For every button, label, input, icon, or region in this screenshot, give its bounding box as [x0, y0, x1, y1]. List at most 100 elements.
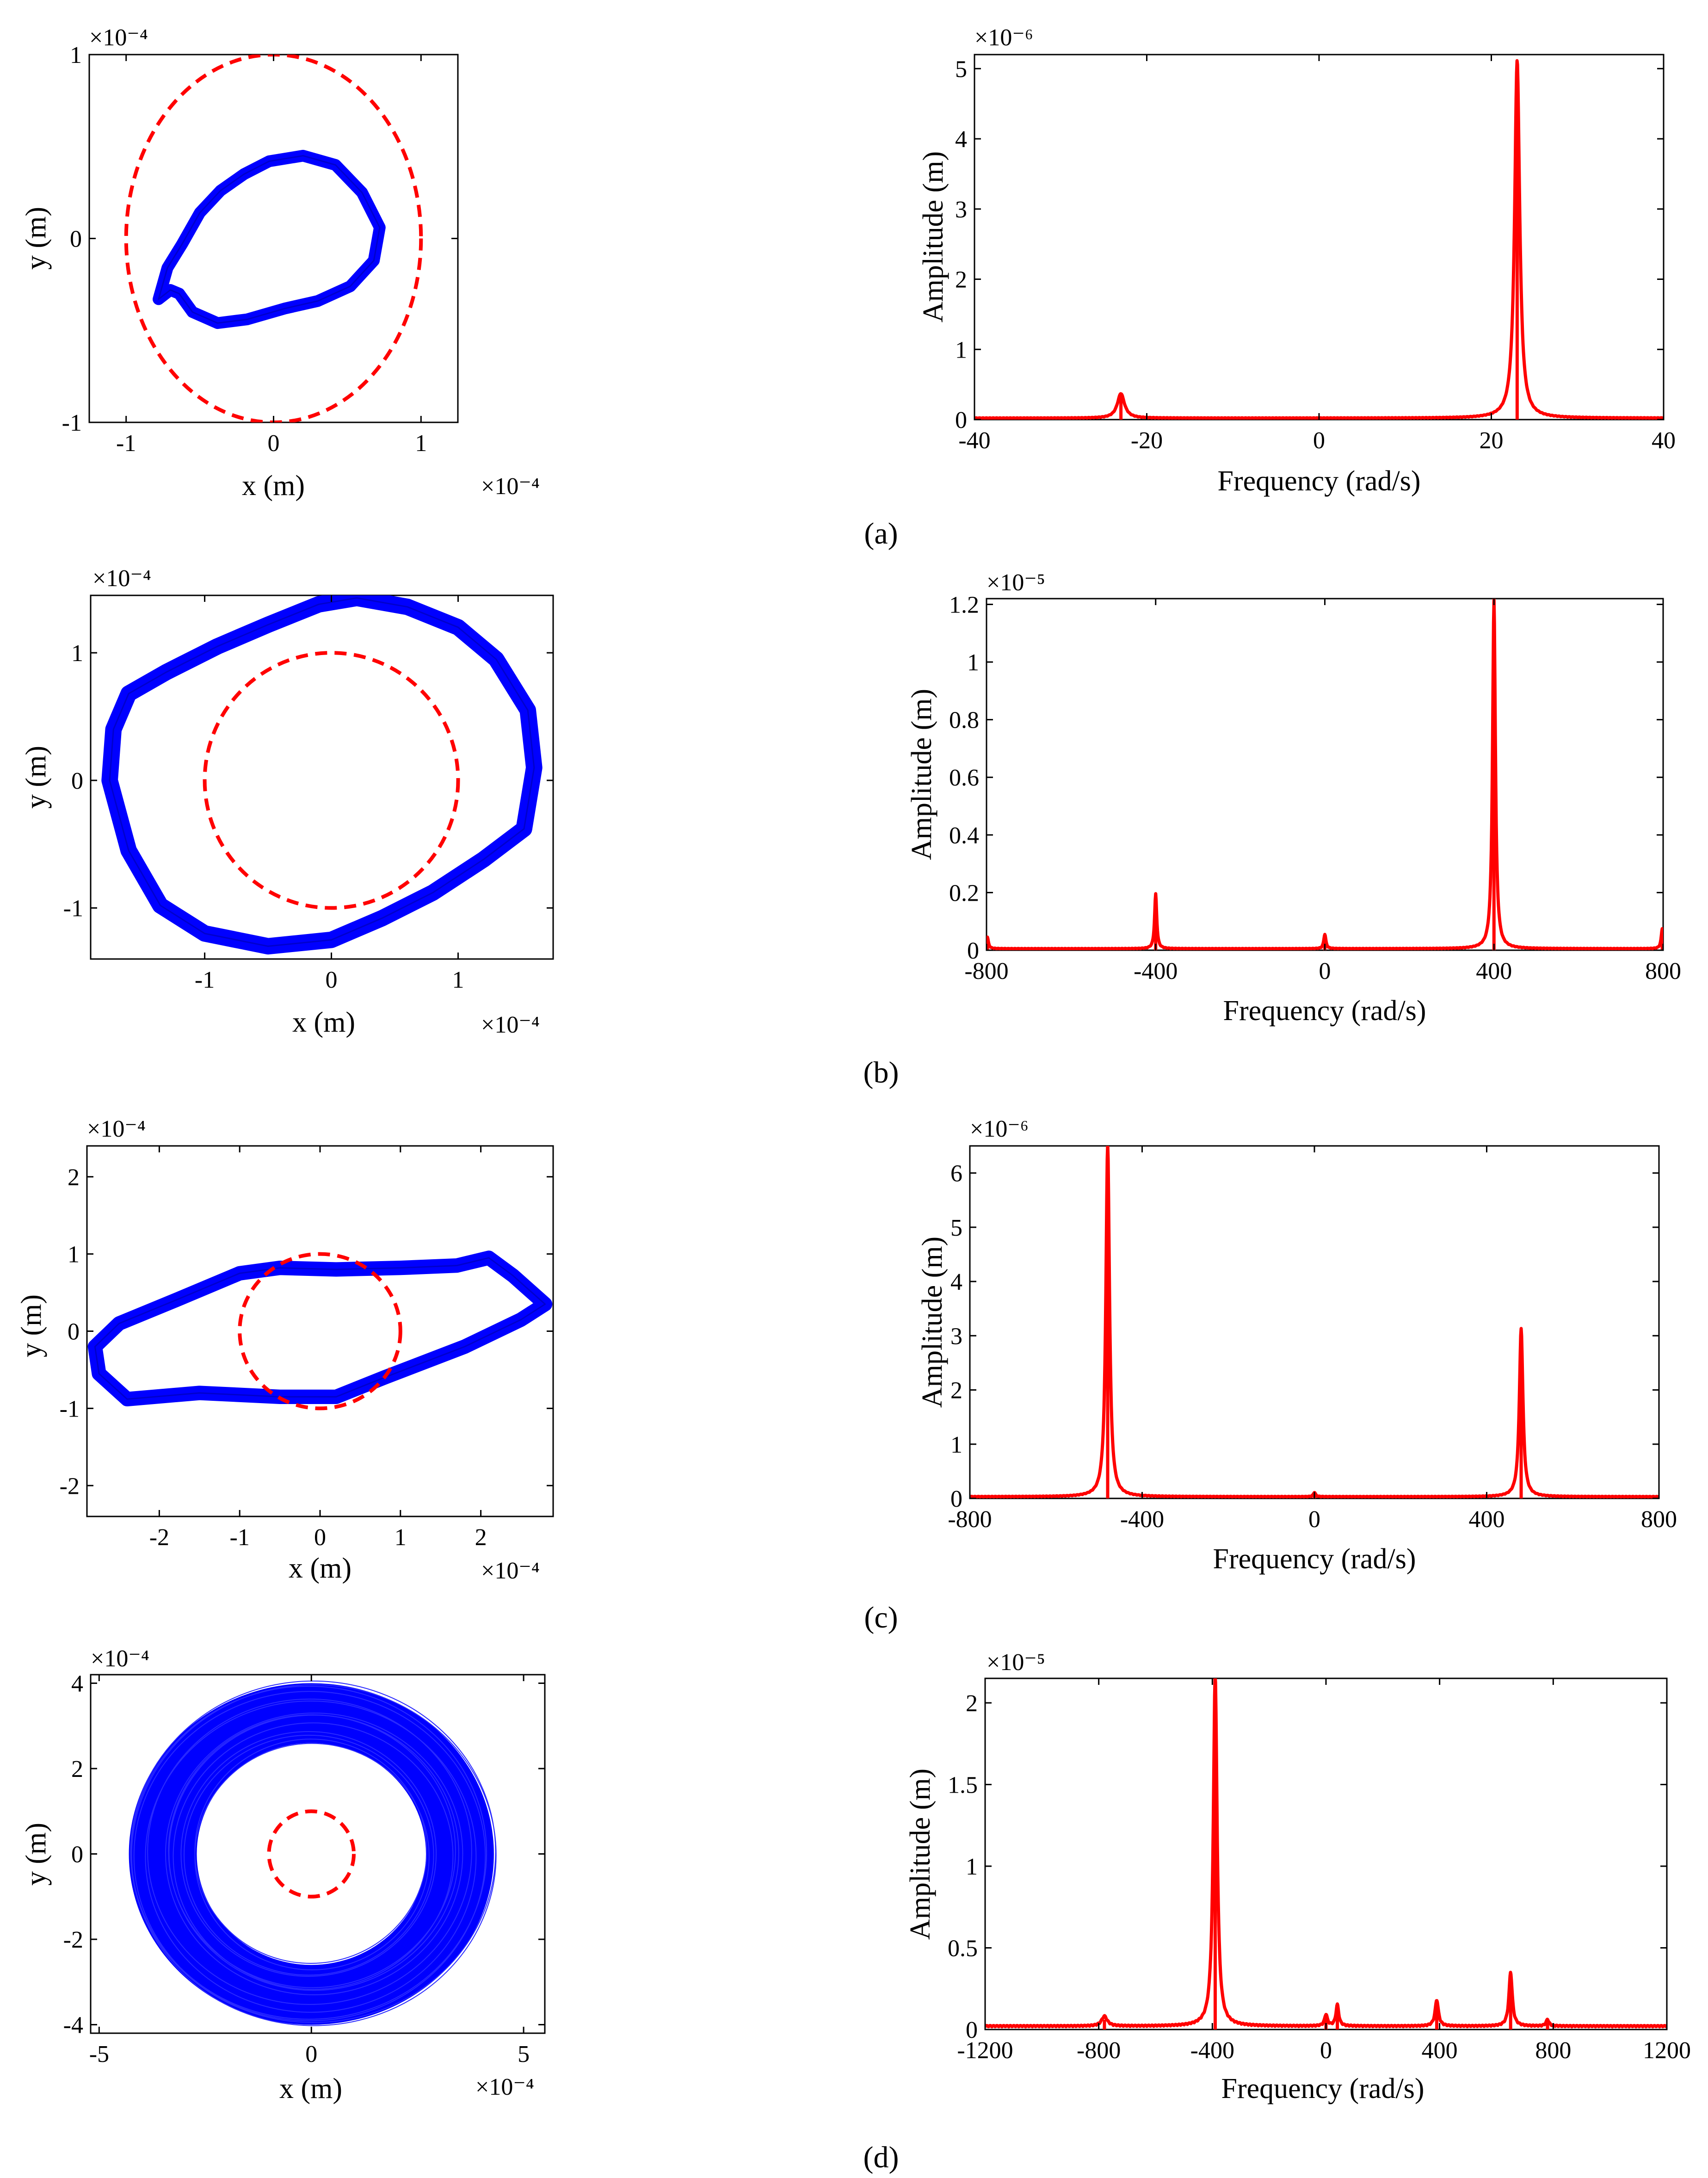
orbit-trajectory-core: [158, 155, 381, 324]
x-exponent-label: ×10⁻⁴: [481, 1558, 540, 1584]
x-tick-label: -400: [1134, 958, 1178, 984]
x-tick-label: 0: [1313, 427, 1325, 454]
marks: [987, 599, 1663, 950]
orbit-loop: [168, 1714, 459, 1991]
orbit-trajectory: [101, 595, 543, 955]
y-exponent-label: ×10⁻⁴: [89, 25, 148, 51]
y-tick-label: -1: [60, 1396, 80, 1422]
axis-ticks: -5 0 5 -4 -2 0 2 4: [63, 1671, 545, 2067]
x-tick-label: 1: [415, 430, 427, 457]
y-tick-label: 0.6: [949, 765, 979, 791]
orbit-loop: [130, 1685, 487, 2020]
y-tick-label: 1.5: [948, 1772, 978, 1798]
y-tick-label: 0: [71, 768, 83, 794]
axis-ticks: -2 -1 0 1 2 -2 -1 0 1 2: [60, 1146, 553, 1551]
x-tick-label: 400: [1469, 1506, 1505, 1533]
y-exponent-label: ×10⁻⁴: [87, 1116, 146, 1142]
y-tick-label: 0: [68, 1319, 80, 1345]
y-tick-label: 0: [950, 1486, 962, 1512]
x-tick-label: -1200: [957, 2037, 1013, 2064]
y-axis-label: Amplitude (m): [917, 1237, 948, 1408]
marks: [101, 595, 543, 955]
y-axis-label: Amplitude (m): [918, 151, 949, 322]
x-tick-label: -1: [116, 430, 136, 457]
x-tick-label: 800: [1641, 1506, 1677, 1533]
y-tick-label: -2: [60, 1473, 80, 1499]
y-exponent-label: ×10⁻⁵: [987, 569, 1045, 596]
x-axis-label: Frequency (rad/s): [1218, 465, 1421, 497]
orbit-trajectory-core: [109, 597, 535, 947]
orbit-trajectory: [87, 1250, 553, 1407]
plot-frame: [969, 1145, 1660, 1499]
x-tick-label: -1: [230, 1524, 250, 1551]
panel-label-d: (d): [863, 2141, 899, 2174]
y-tick-label: 1: [71, 640, 83, 667]
y-tick-label: -2: [63, 1927, 83, 1953]
y-tick-label: 2: [68, 1164, 80, 1191]
plot-frame: [88, 54, 459, 423]
panel-label-b: (b): [863, 1056, 899, 1089]
orbit-loop: [130, 1680, 496, 2023]
x-tick-label: 0: [1319, 958, 1331, 984]
orbit-loop: [173, 1722, 454, 1990]
x-axis-label: x (m): [279, 2073, 342, 2104]
spectrum-line: [974, 59, 1664, 420]
y-tick-label: -1: [63, 896, 83, 922]
y-exponent-label: ×10⁻⁵: [987, 1649, 1045, 1676]
y-tick-label: -4: [63, 2012, 83, 2039]
y-exponent-label: ×10⁻⁶: [974, 25, 1033, 51]
x-tick-label: -20: [1131, 427, 1163, 454]
y-axis-label: y (m): [20, 1823, 52, 1886]
y-tick-label: -1: [62, 410, 82, 436]
x-axis-label: Frequency (rad/s): [1223, 995, 1426, 1027]
spectrum-line: [987, 599, 1663, 950]
orbit-loop: [194, 1739, 427, 1964]
marks: [985, 1678, 1667, 2030]
chart-b-spectrum: -800 -400 0 400 800 0 0.2 0.4 0.6 0.8 1 1.2 Frequen…: [906, 569, 1681, 1027]
y-exponent-label: ×10⁻⁴: [91, 1646, 149, 1672]
marks: [87, 1250, 553, 1411]
y-axis-label: Amplitude (m): [905, 1769, 936, 1940]
y-tick-label: 1: [70, 42, 82, 68]
y-tick-label: 6: [950, 1161, 962, 1187]
y-tick-label: 5: [955, 56, 967, 82]
y-tick-label: 5: [950, 1215, 962, 1241]
chart-b-orbit: -1 0 1 -1 0 1 x (m) y (m) ×10⁻⁴ ×10⁻⁴: [20, 565, 554, 1038]
y-tick-label: 0: [966, 2017, 978, 2043]
x-tick-label: 0: [268, 430, 280, 457]
x-tick-label: 1: [395, 1524, 407, 1551]
plot-frame: [974, 54, 1665, 421]
y-tick-label: 0: [70, 226, 82, 253]
chart-a-orbit: -1 0 1 -1 0 1 x (m) y (m) ×10⁻⁴ ×10⁻⁴: [20, 25, 540, 501]
panel-label-a: (a): [864, 517, 898, 551]
marks: [129, 1680, 497, 2026]
clearance-circle: [203, 651, 460, 910]
marks: [124, 55, 423, 422]
x-tick-label: 5: [518, 2041, 530, 2067]
x-tick-label: -1: [195, 967, 215, 993]
y-tick-label: 0.4: [949, 823, 979, 849]
axis-ticks: -800 -400 0 400 800 0 0.2 0.4 0.6 0.8 1 1.2: [949, 592, 1681, 984]
y-tick-label: 4: [950, 1269, 962, 1295]
y-tick-label: 3: [955, 197, 967, 223]
x-tick-label: 2: [475, 1524, 487, 1551]
chart-d-orbit: -5 0 5 -4 -2 0 2 4 x (m) y (m) ×10⁻⁴ ×10⁻⁴: [20, 1646, 546, 2104]
clearance-circle: [267, 1809, 356, 1899]
orbit-loop: [165, 1713, 463, 1995]
marks: [974, 59, 1664, 420]
plot-frame: [984, 1677, 1668, 2030]
orbit-trajectory: [153, 149, 386, 329]
y-tick-label: 2: [966, 1690, 978, 1717]
chart-c-spectrum: -800 -400 0 400 800 0 1 2 3 4 5 6 Frequency (rad/s)…: [917, 1116, 1677, 1575]
y-tick-label: 1: [966, 1854, 978, 1880]
chart-a-spectrum: -40 -20 0 20 40 0 1 2 3 4 5 Frequency (rad/s) Ampl…: [918, 25, 1676, 497]
axis-ticks: -800 -400 0 400 800 0 1 2 3 4 5 6: [948, 1146, 1677, 1533]
axis-ticks: -1 0 1 -1 0 1: [62, 42, 458, 457]
orbit-loop: [183, 1734, 434, 1976]
x-tick-label: 1200: [1643, 2037, 1691, 2064]
axis-ticks: -40 -20 0 20 40 0 1 2 3 4 5: [955, 55, 1676, 454]
x-axis-label: Frequency (rad/s): [1213, 1543, 1416, 1575]
x-axis-label: x (m): [292, 1007, 355, 1038]
x-tick-label: 40: [1652, 427, 1676, 454]
